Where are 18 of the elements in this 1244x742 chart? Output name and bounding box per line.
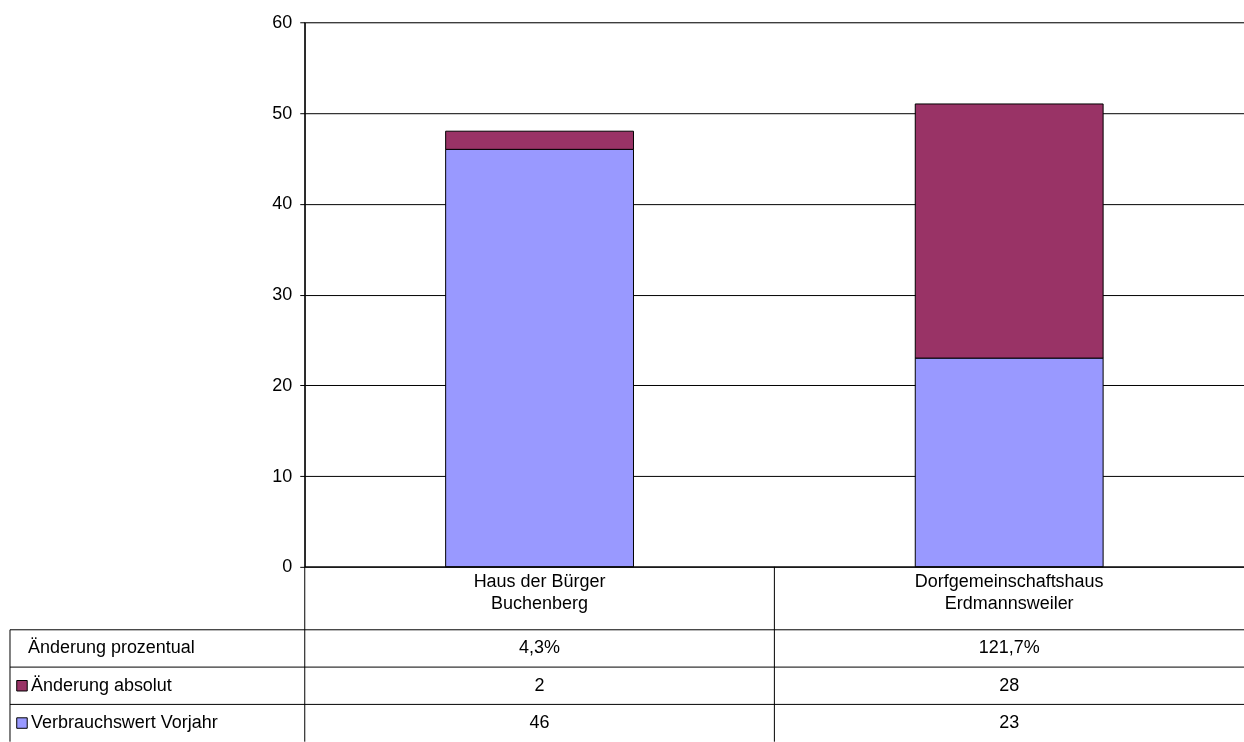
text: Änderung prozentual <box>27 637 195 658</box>
data-label: 2 <box>534 674 545 695</box>
y-tick-label: 40 <box>272 193 293 214</box>
y-tick-label: 10 <box>272 465 293 486</box>
legend-label: Änderung absolut <box>30 674 172 695</box>
y-tick-label: 0 <box>282 556 293 577</box>
data-label: 23 <box>999 712 1020 733</box>
legend-label: Verbrauchswert Vorjahr <box>30 712 218 733</box>
y-tick-label: 60 <box>272 11 293 32</box>
text: 4,3% <box>519 637 561 658</box>
text: 121,7% <box>978 637 1040 658</box>
y-tick-label: 50 <box>272 102 293 123</box>
y-tick-label: 20 <box>272 374 293 395</box>
x-tick-label: Dorfgemeinschaftshaus Erdmannsweiler <box>914 570 1104 613</box>
y-tick-label: 30 <box>272 284 293 305</box>
data-label: 28 <box>999 674 1020 695</box>
x-tick-label: Haus der Bürger Buchenberg <box>473 570 606 613</box>
data-label: 46 <box>529 712 550 733</box>
